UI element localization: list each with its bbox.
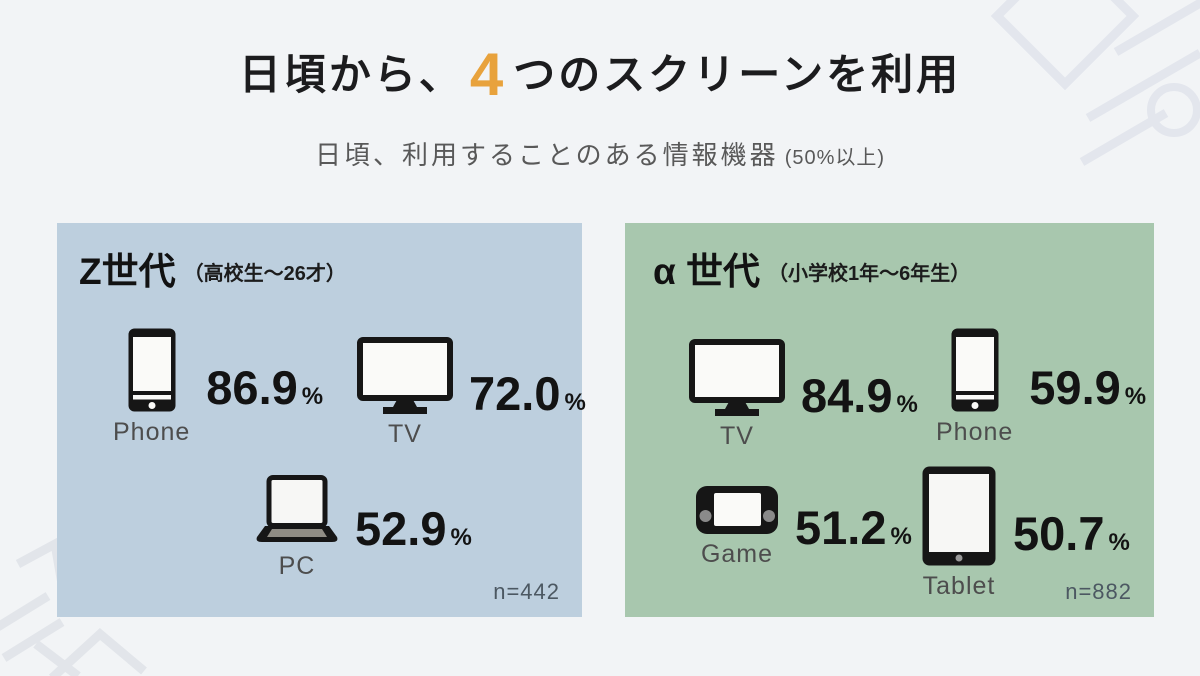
percent-sign: % xyxy=(896,390,918,418)
device-value: 59.9% xyxy=(1029,360,1147,414)
panel-gen-alpha: α 世代 （小学校1年〜6年生） TV 84.9% xyxy=(625,223,1154,617)
device-value: 52.9% xyxy=(355,501,472,555)
panel-gen-z-title: Z世代 xyxy=(79,251,176,292)
title-number-highlight: 4 xyxy=(469,41,504,108)
device-value: 86.9% xyxy=(206,360,324,414)
tablet-icon xyxy=(921,465,997,567)
device-label: Phone xyxy=(113,418,191,446)
device-stat-z-pc: PC 52.9% xyxy=(255,475,472,581)
panel-gen-alpha-header: α 世代 （小学校1年〜6年生） xyxy=(653,241,970,295)
tv-icon xyxy=(357,337,453,415)
sample-size-alpha: n=882 xyxy=(1065,579,1132,604)
percent-sign: % xyxy=(1124,382,1147,410)
percent-sign: % xyxy=(564,388,586,416)
panel-gen-alpha-title: α 世代 xyxy=(653,251,761,292)
panel-gen-z-header: Z世代 （高校生〜26才） xyxy=(79,241,346,295)
device-value: 51.2% xyxy=(795,500,912,554)
device-label: Phone xyxy=(936,418,1014,446)
page-title: 日頃から、 4 つのスクリーンを利用 xyxy=(0,40,1200,109)
sample-size-z: n=442 xyxy=(493,579,560,604)
panel-gen-z-age-range: （高校生〜26才） xyxy=(183,263,346,285)
header: 日頃から、 4 つのスクリーンを利用 日頃、利用することのある情報機器 (50%以上) xyxy=(0,40,1200,172)
device-label: Tablet xyxy=(922,572,996,600)
device-stat-alpha-game: Game 51.2% xyxy=(695,485,912,569)
smartphone-icon xyxy=(950,327,1000,413)
game-console-icon xyxy=(695,485,779,535)
smartphone-icon xyxy=(127,327,177,413)
device-value: 84.9% xyxy=(801,368,918,422)
tv-icon xyxy=(689,339,785,417)
title-part1: 日頃から、 xyxy=(238,51,464,98)
device-stat-alpha-phone: Phone 59.9% xyxy=(936,327,1146,447)
device-label: Game xyxy=(700,540,774,568)
device-value: 50.7% xyxy=(1013,506,1130,560)
device-stat-alpha-tablet: Tablet 50.7% xyxy=(921,465,1130,601)
device-label: TV xyxy=(720,422,754,450)
subtitle-text: 日頃、利用することのある情報機器 xyxy=(314,140,779,170)
panel-gen-z: Z世代 （高校生〜26才） Phone 86.9% xyxy=(57,223,586,617)
device-label: PC xyxy=(278,552,316,580)
title-part2: つのスクリーンを利用 xyxy=(513,51,962,98)
laptop-icon xyxy=(255,475,339,547)
percent-sign: % xyxy=(890,522,912,550)
page-subtitle: 日頃、利用することのある情報機器 (50%以上) xyxy=(0,135,1200,172)
device-stat-alpha-tv: TV 84.9% xyxy=(689,339,918,451)
panel-gen-alpha-age-range: （小学校1年〜6年生） xyxy=(768,263,971,285)
device-label: TV xyxy=(388,420,422,448)
device-stat-z-phone: Phone 86.9% xyxy=(113,327,323,447)
percent-sign: % xyxy=(1108,528,1130,556)
device-stat-z-tv: TV 72.0% xyxy=(357,337,586,449)
device-value: 72.0% xyxy=(469,366,586,420)
percent-sign: % xyxy=(450,523,472,551)
subtitle-note: (50%以上) xyxy=(784,147,886,169)
percent-sign: % xyxy=(301,382,324,410)
